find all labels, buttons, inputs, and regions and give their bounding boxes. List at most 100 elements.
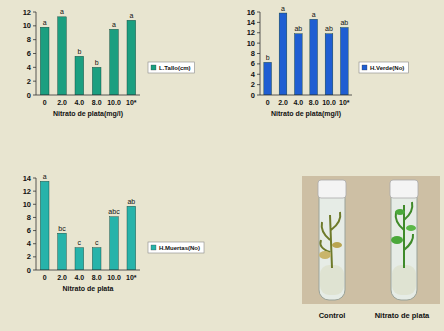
tick <box>257 12 260 13</box>
photo-background <box>302 176 440 304</box>
category-label: 0 <box>43 274 47 281</box>
tick <box>33 12 36 13</box>
tick-label: 6 <box>27 49 31 58</box>
tick-label: 12 <box>23 8 31 17</box>
chart: 024681012aabbaa02.04.08.010.010*Nitrato … <box>23 8 195 119</box>
leaf <box>391 236 403 244</box>
tick-label: 4 <box>27 239 32 248</box>
bar <box>40 27 49 95</box>
tick-label: 10 <box>23 200 31 209</box>
tick-label: 12 <box>247 28 255 37</box>
category-label: 10.0 <box>107 274 121 281</box>
category-label: 2.0 <box>57 274 67 281</box>
tick-label: 4 <box>27 63 32 72</box>
axis-title: Nitrato de plata <box>63 285 114 293</box>
y-axis <box>260 12 261 95</box>
photo-label: Control <box>319 311 346 320</box>
tick-label: 2 <box>27 77 31 86</box>
tick <box>33 81 36 82</box>
annotation: b <box>77 48 81 55</box>
legend-label: H.Muertas(No) <box>159 245 200 251</box>
category-label: 4.0 <box>74 274 84 281</box>
tick-label: 14 <box>247 18 256 27</box>
category-label: 2.0 <box>278 99 288 106</box>
axis-title: Nitrato de plata(mg/l) <box>271 110 341 118</box>
medium <box>320 265 344 295</box>
annotation: ab <box>294 25 302 32</box>
bar <box>92 248 101 270</box>
legend-label: L.Tallo(cm) <box>159 65 191 71</box>
tick <box>33 95 36 96</box>
bar <box>341 28 349 95</box>
annotation: a <box>43 19 47 26</box>
tick <box>257 74 260 75</box>
medium <box>392 265 416 295</box>
tick <box>33 25 36 26</box>
tick <box>33 256 36 257</box>
leaf <box>406 225 416 231</box>
bar <box>75 56 84 95</box>
bar <box>40 181 49 270</box>
tick <box>257 53 260 54</box>
tick-label: 0 <box>27 266 31 275</box>
bar <box>92 67 101 95</box>
tick <box>33 191 36 192</box>
category-label: 4.0 <box>74 99 84 106</box>
tick <box>257 84 260 85</box>
category-label: 10* <box>126 99 137 106</box>
tube-cap <box>390 180 418 198</box>
bar <box>75 248 84 270</box>
category-label: 10.0 <box>107 99 121 106</box>
tick-label: 8 <box>27 213 31 222</box>
tick <box>33 67 36 68</box>
tick <box>33 53 36 54</box>
tick <box>33 230 36 231</box>
bars <box>264 13 348 95</box>
chart: 02468101214abcccabcab02.04.08.010.010*Ni… <box>23 173 204 293</box>
tick-label: 14 <box>23 174 32 183</box>
category-label: 8.0 <box>309 99 319 106</box>
annotation: a <box>129 12 133 19</box>
tick <box>33 178 36 179</box>
tube <box>391 188 417 300</box>
tick <box>257 43 260 44</box>
annotation: c <box>95 239 99 246</box>
bars <box>40 17 135 95</box>
figure: 0 2 4 6 8 10 12 a ab b a a 0 2.0 4.0 8.0 10.0 10* Nitrato … <box>0 0 444 331</box>
tick-label: 2 <box>251 80 255 89</box>
bar <box>325 34 333 95</box>
bar <box>295 34 303 95</box>
bar <box>110 29 119 95</box>
legend-box <box>148 62 195 73</box>
background <box>0 0 444 331</box>
x-axis <box>260 95 352 96</box>
legend: L.Tallo(cm) <box>148 62 195 73</box>
photo <box>302 176 440 304</box>
plant <box>396 202 413 268</box>
legend: H.Muertas(No) <box>148 242 204 253</box>
tick-label: 2 <box>27 252 31 261</box>
category-label: 10* <box>126 274 137 281</box>
leaf <box>332 242 342 248</box>
leaf <box>319 251 331 259</box>
annotation: bc <box>58 225 66 232</box>
annotation: b <box>95 59 99 66</box>
bar <box>310 19 318 95</box>
annotation: b <box>266 54 270 61</box>
plant <box>320 212 340 268</box>
category-label: 4.0 <box>293 99 303 106</box>
photo-label: Nitrato de plata <box>375 311 430 320</box>
tick <box>257 32 260 33</box>
legend-box <box>148 242 204 253</box>
annotation: ab <box>127 198 135 205</box>
category-label: 8.0 <box>92 274 102 281</box>
annotation: a <box>312 11 316 18</box>
bar <box>110 217 119 270</box>
y-axis <box>36 12 37 95</box>
tick <box>257 22 260 23</box>
annotation: c <box>78 239 82 246</box>
x-axis <box>36 270 140 271</box>
tick-label: 0 <box>251 91 255 100</box>
category-label: 2.0 <box>57 99 67 106</box>
tick-label: 6 <box>251 59 255 68</box>
